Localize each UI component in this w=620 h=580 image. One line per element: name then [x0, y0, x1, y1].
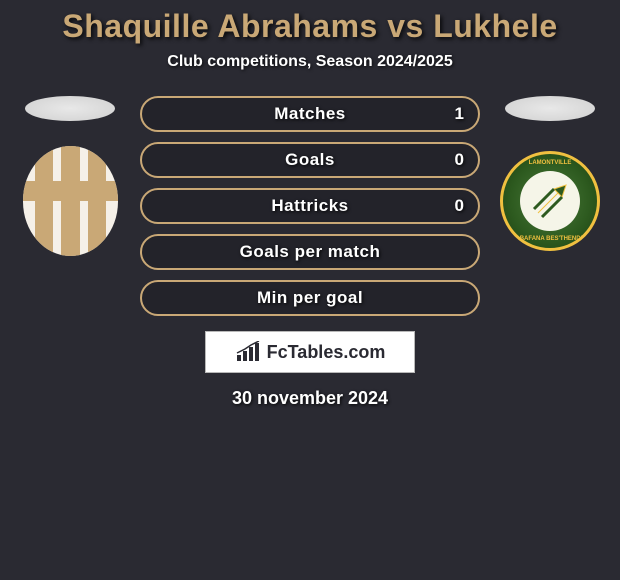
player-right-club-badge: LAMONTVILLE ABAFANA BES'THENDE	[500, 146, 600, 256]
date-text: 30 november 2024	[232, 388, 388, 409]
player-left-avatar	[25, 96, 115, 121]
stat-right-value: 1	[455, 104, 464, 124]
stat-right-value: 0	[455, 150, 464, 170]
comparison-card: Shaquille Abrahams vs Lukhele Club compe…	[0, 0, 620, 580]
stat-right-value: 0	[455, 196, 464, 216]
stat-label: Matches	[274, 104, 346, 124]
watermark-text: FcTables.com	[267, 342, 386, 363]
stat-row-goals: Goals 0	[140, 142, 480, 178]
subtitle: Club competitions, Season 2024/2025	[167, 53, 452, 71]
stat-row-hattricks: Hattricks 0	[140, 188, 480, 224]
stat-row-min-per-goal: Min per goal	[140, 280, 480, 316]
stat-row-matches: Matches 1	[140, 96, 480, 132]
stat-label: Goals	[285, 150, 335, 170]
arrows-icon	[520, 171, 580, 231]
stat-label: Hattricks	[271, 196, 348, 216]
badge-text-bottom: ABAFANA BES'THENDE	[515, 236, 584, 242]
player-left-club-badge	[20, 146, 120, 256]
watermark-badge: FcTables.com	[205, 331, 415, 373]
shield-icon	[23, 146, 118, 256]
comparison-area: Matches 1 Goals 0 Hattricks 0 Goals per …	[0, 96, 620, 316]
stat-label: Min per goal	[257, 288, 363, 308]
page-title: Shaquille Abrahams vs Lukhele	[62, 8, 557, 45]
stats-column: Matches 1 Goals 0 Hattricks 0 Goals per …	[140, 96, 480, 316]
stat-row-goals-per-match: Goals per match	[140, 234, 480, 270]
player-right-column: LAMONTVILLE ABAFANA BES'THENDE	[495, 96, 605, 256]
player-left-column	[15, 96, 125, 256]
chart-icon	[235, 341, 263, 363]
stat-label: Goals per match	[240, 242, 381, 262]
player-right-avatar	[505, 96, 595, 121]
badge-text-top: LAMONTVILLE	[529, 160, 572, 166]
